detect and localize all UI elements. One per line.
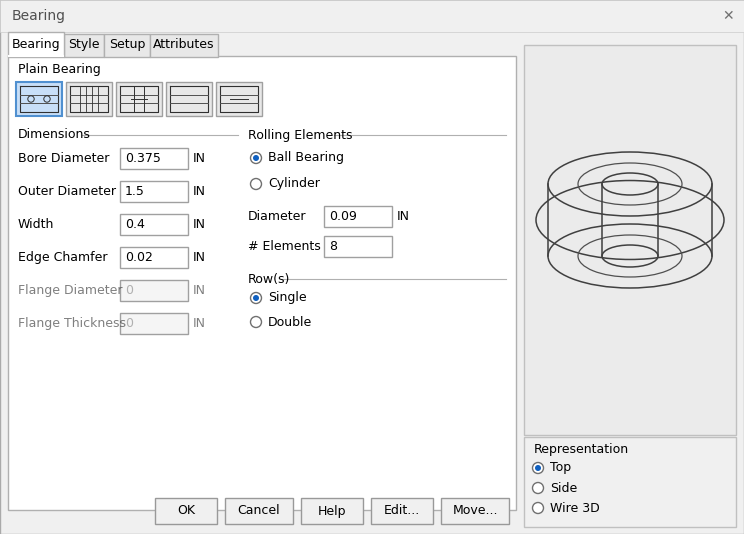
Circle shape [251, 317, 261, 327]
Text: Edge Chamfer: Edge Chamfer [18, 251, 107, 264]
FancyBboxPatch shape [225, 498, 293, 524]
FancyBboxPatch shape [441, 498, 509, 524]
FancyBboxPatch shape [324, 206, 392, 227]
Circle shape [533, 462, 544, 474]
FancyBboxPatch shape [120, 181, 188, 202]
FancyBboxPatch shape [8, 32, 64, 57]
FancyBboxPatch shape [120, 280, 188, 301]
Text: Attributes: Attributes [153, 38, 215, 51]
FancyBboxPatch shape [66, 82, 112, 116]
Text: OK: OK [177, 505, 195, 517]
Circle shape [253, 155, 259, 161]
FancyBboxPatch shape [104, 34, 150, 57]
FancyBboxPatch shape [120, 214, 188, 235]
Text: Outer Diameter: Outer Diameter [18, 185, 116, 198]
Text: 0.4: 0.4 [125, 218, 145, 231]
Text: Ball Bearing: Ball Bearing [268, 152, 344, 164]
Circle shape [535, 465, 541, 471]
Text: IN: IN [397, 210, 410, 223]
Text: Help: Help [318, 505, 346, 517]
Text: ✕: ✕ [722, 9, 734, 23]
Circle shape [251, 293, 261, 303]
FancyBboxPatch shape [301, 498, 363, 524]
Text: Style: Style [68, 38, 100, 51]
Text: 0.02: 0.02 [125, 251, 153, 264]
Circle shape [251, 153, 261, 163]
FancyBboxPatch shape [524, 437, 736, 527]
Text: Cancel: Cancel [237, 505, 280, 517]
Text: Row(s): Row(s) [248, 272, 290, 286]
Text: Cylinder: Cylinder [268, 177, 320, 191]
Text: IN: IN [193, 218, 206, 231]
Text: Dimensions: Dimensions [18, 129, 91, 142]
Text: Diameter: Diameter [248, 210, 307, 223]
Text: IN: IN [193, 152, 206, 165]
Text: Representation: Representation [534, 443, 629, 456]
Circle shape [533, 502, 544, 514]
Circle shape [251, 178, 261, 190]
Text: Plain Bearing: Plain Bearing [18, 62, 100, 75]
Circle shape [253, 295, 259, 301]
Circle shape [533, 483, 544, 493]
Text: IN: IN [193, 317, 206, 330]
FancyBboxPatch shape [166, 82, 212, 116]
FancyBboxPatch shape [120, 148, 188, 169]
FancyBboxPatch shape [324, 236, 392, 257]
FancyBboxPatch shape [120, 313, 188, 334]
Text: 8: 8 [329, 240, 337, 253]
FancyBboxPatch shape [155, 498, 217, 524]
FancyBboxPatch shape [0, 0, 744, 32]
FancyBboxPatch shape [116, 82, 162, 116]
Text: Bore Diameter: Bore Diameter [18, 152, 109, 165]
Text: Flange Thickness: Flange Thickness [18, 317, 126, 330]
FancyBboxPatch shape [371, 498, 433, 524]
FancyBboxPatch shape [524, 45, 736, 435]
FancyBboxPatch shape [216, 82, 262, 116]
Text: IN: IN [193, 251, 206, 264]
Text: # Elements: # Elements [248, 240, 321, 253]
Text: Side: Side [550, 482, 577, 494]
Text: Rolling Elements: Rolling Elements [248, 129, 353, 142]
Text: 0: 0 [125, 284, 133, 297]
Text: IN: IN [193, 185, 206, 198]
Text: 0: 0 [125, 317, 133, 330]
Text: Bearing: Bearing [12, 38, 60, 51]
Text: Width: Width [18, 218, 54, 231]
FancyBboxPatch shape [8, 56, 516, 510]
FancyBboxPatch shape [150, 34, 218, 57]
Text: Bearing: Bearing [12, 9, 66, 23]
Text: Double: Double [268, 316, 312, 328]
Text: Top: Top [550, 461, 571, 475]
FancyBboxPatch shape [16, 82, 62, 116]
Text: 1.5: 1.5 [125, 185, 145, 198]
Text: Wire 3D: Wire 3D [550, 501, 600, 514]
Text: Single: Single [268, 292, 307, 304]
Text: 0.375: 0.375 [125, 152, 161, 165]
Text: Flange Diameter: Flange Diameter [18, 284, 123, 297]
Text: Setup: Setup [109, 38, 145, 51]
Text: Move...: Move... [452, 505, 498, 517]
Text: 0.09: 0.09 [329, 210, 357, 223]
Text: Edit...: Edit... [384, 505, 420, 517]
FancyBboxPatch shape [120, 247, 188, 268]
Text: IN: IN [193, 284, 206, 297]
FancyBboxPatch shape [64, 34, 104, 57]
